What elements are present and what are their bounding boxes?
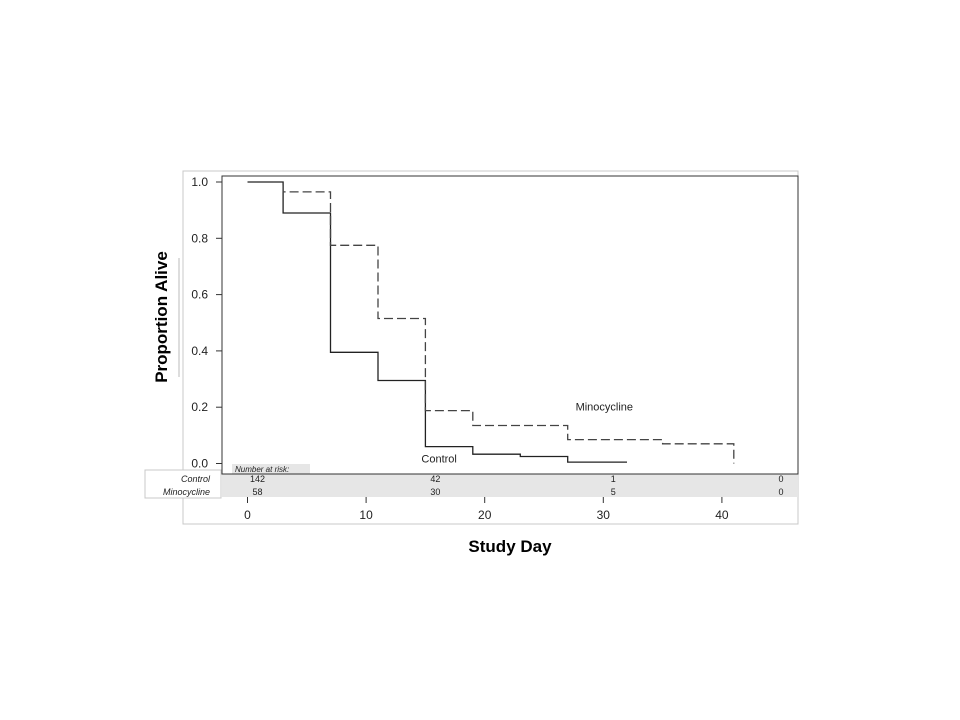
x-tick-label: 30 (597, 508, 611, 522)
risk-table-band (222, 474, 798, 497)
series-labels: Control Minocycline (421, 401, 633, 465)
risk-row-name: Minocycline (163, 487, 210, 497)
x-axis-title: Study Day (468, 537, 552, 556)
risk-count: 30 (430, 487, 440, 497)
y-tick-label: 0.2 (191, 400, 208, 414)
series-label-minocycline: Minocycline (576, 401, 633, 413)
x-axis: 0 10 20 30 40 (244, 497, 729, 522)
y-tick-label: 0.6 (191, 288, 208, 302)
risk-table-title: Number at risk: (235, 465, 289, 474)
y-axis: 0.0 0.2 0.4 0.6 0.8 1.0 (191, 175, 222, 471)
x-tick-label: 10 (359, 508, 373, 522)
risk-count: 5 (611, 487, 616, 497)
risk-title-box (232, 464, 310, 475)
series-group (247, 181, 735, 464)
x-tick-label: 20 (478, 508, 492, 522)
y-tick-label: 1.0 (191, 175, 208, 189)
series-line-control (247, 181, 627, 463)
x-tick-label: 40 (715, 508, 729, 522)
y-tick-label: 0.8 (191, 231, 208, 245)
y-tick-label: 0.4 (191, 344, 208, 358)
risk-count: 0 (778, 474, 783, 484)
y-tick-label: 0.0 (191, 457, 208, 471)
risk-table: Control 142 42 1 0 Minocycline 58 30 5 0 (163, 474, 784, 497)
plot-area (221, 175, 799, 475)
series-line-minocycline (247, 181, 735, 464)
risk-count: 42 (430, 474, 440, 484)
risk-names-box (144, 469, 222, 499)
series-label-control: Control (421, 454, 456, 466)
y-axis-title: Proportion Alive (152, 251, 171, 383)
risk-count: 142 (250, 474, 265, 484)
risk-count: 1 (611, 474, 616, 484)
risk-row-name: Control (181, 474, 211, 484)
x-tick-label: 0 (244, 508, 251, 522)
risk-count: 0 (778, 487, 783, 497)
risk-count: 58 (252, 487, 262, 497)
